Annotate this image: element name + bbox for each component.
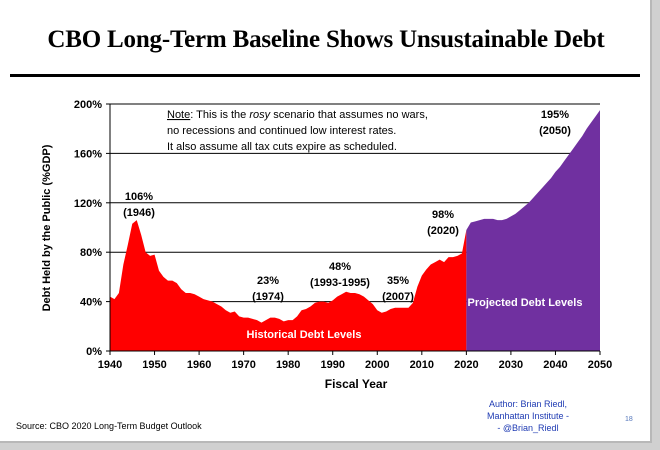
annotation-1993-year: (1993-1995): [310, 277, 370, 289]
author-credit: Author: Brian Riedl, Manhattan Institute…: [468, 398, 588, 434]
x-tick-label: 1990: [320, 359, 344, 371]
y-tick-label: 80%: [80, 247, 102, 259]
x-tick-label: 2010: [410, 359, 434, 371]
annotation-2020-year: (2020): [427, 225, 459, 237]
y-tick-label: 160%: [74, 148, 102, 160]
annotation-1993-value: 48%: [329, 261, 351, 273]
y-tick-labels: 0% 40% 80% 120% 160% 200%: [74, 99, 110, 358]
x-tick-label: 2020: [454, 359, 478, 371]
note-line-1b: scenario that assumes no wars,: [270, 109, 428, 121]
annotation-1974-value: 23%: [257, 275, 279, 287]
x-tick-labels: 1940 1950 1960 1970 1980 1990 2000 2010 2020 2030…: [98, 351, 612, 371]
axes: [109, 104, 600, 352]
annotation-2050-value: 195%: [541, 109, 569, 121]
title-rule: [10, 74, 640, 77]
note-box: Note: This is the rosy scenario that ass…: [167, 109, 428, 153]
author-line-1: Author: Brian Riedl,: [488, 399, 568, 409]
annotation-2007-value: 35%: [387, 275, 409, 287]
page-number: 18: [625, 416, 633, 423]
historical-debt-area: [110, 220, 467, 351]
y-tick-label: 120%: [74, 198, 102, 210]
projected-debt-area: [466, 110, 600, 352]
note-emphasis: rosy: [249, 109, 271, 121]
x-tick-label: 2000: [365, 359, 389, 371]
y-tick-label: 200%: [74, 99, 102, 111]
x-axis-label: Fiscal Year: [325, 377, 388, 391]
annotation-2007-year: (2007): [382, 291, 414, 303]
x-tick-label: 2040: [543, 359, 567, 371]
debt-chart: 0% 40% 80% 120% 160% 200% 1940 1950 1960 1970 198…: [41, 99, 612, 391]
slide-title: CBO Long-Term Baseline Shows Unsustainab…: [47, 26, 605, 53]
annotation-2020-value: 98%: [432, 209, 454, 221]
note-line-1a: : This is the: [190, 109, 249, 121]
x-tick-label: 2030: [499, 359, 523, 371]
note-prefix: Note: [167, 109, 190, 121]
annotation-1946-value: 106%: [125, 191, 153, 203]
author-line-3: - @Brian_Riedl: [497, 423, 559, 433]
note-line-1: Note: This is the rosy scenario that ass…: [167, 109, 428, 121]
x-tick-label: 1960: [187, 359, 211, 371]
x-tick-label: 2050: [588, 359, 612, 371]
x-tick-label: 1950: [142, 359, 166, 371]
note-line-2: no recessions and continued low interest…: [167, 125, 396, 137]
y-tick-label: 40%: [80, 297, 102, 309]
x-tick-label: 1980: [276, 359, 300, 371]
slide: CBO Long-Term Baseline Shows Unsustainab…: [0, 0, 652, 443]
series-label-historical: Historical Debt Levels: [247, 329, 362, 341]
annotation-1974-year: (1974): [252, 291, 284, 303]
x-tick-label: 1940: [98, 359, 122, 371]
series-label-projected: Projected Debt Levels: [468, 297, 583, 309]
source-note: Source: CBO 2020 Long-Term Budget Outloo…: [16, 421, 202, 431]
note-line-3: It also assume all tax cuts expire as sc…: [167, 141, 397, 153]
x-tick-label: 1970: [231, 359, 255, 371]
y-tick-label: 0%: [86, 346, 102, 358]
annotation-2050-year: (2050): [539, 125, 571, 137]
author-line-2: Manhattan Institute -: [486, 411, 570, 421]
y-axis-label: Debt Held by the Public (%GDP): [41, 144, 53, 311]
annotation-1946-year: (1946): [123, 207, 155, 219]
